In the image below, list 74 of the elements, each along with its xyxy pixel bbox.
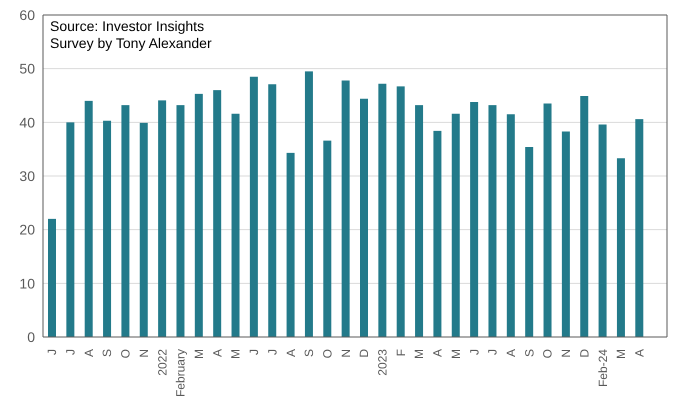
x-tick-label: O	[118, 349, 133, 358]
x-tick-label: A	[430, 349, 445, 358]
x-tick-label: M	[192, 349, 206, 359]
bar	[232, 114, 240, 337]
bar	[580, 96, 588, 337]
bar	[66, 122, 74, 337]
bar	[488, 105, 496, 337]
bar	[396, 86, 405, 337]
bar	[616, 158, 625, 337]
x-tick-label: S	[100, 349, 114, 358]
x-tick-label: February	[174, 349, 188, 398]
x-tick-label: J	[45, 349, 60, 355]
x-tick-label: 2022	[155, 348, 170, 376]
x-tick-label: M	[228, 349, 243, 359]
bar	[452, 114, 460, 337]
bar	[323, 140, 332, 337]
bar	[103, 120, 112, 337]
bar	[250, 76, 258, 337]
bar	[378, 84, 386, 337]
bar	[562, 131, 570, 337]
x-tick-label: Feb-24	[596, 348, 610, 388]
x-tick-label: D	[577, 348, 592, 358]
bar	[194, 94, 203, 337]
x-tick-label: N	[136, 349, 151, 358]
y-tick-label: 50	[19, 60, 36, 77]
bar	[158, 100, 166, 337]
y-tick-label: 20	[19, 222, 36, 238]
y-tick-label: 30	[19, 168, 36, 184]
bar	[525, 147, 534, 337]
bar	[268, 84, 276, 337]
x-tick-label: S	[302, 349, 316, 358]
x-tick-label: J	[265, 349, 280, 355]
x-tick-label: F	[394, 349, 408, 356]
bar	[286, 152, 295, 337]
bar	[84, 100, 93, 337]
bar	[176, 105, 184, 337]
bar	[121, 105, 130, 337]
bar	[213, 90, 222, 337]
y-tick-label: 0	[27, 328, 36, 345]
x-tick-label: O	[320, 349, 334, 358]
bar	[635, 119, 644, 337]
x-tick-label: A	[82, 349, 96, 358]
bar	[342, 80, 350, 337]
x-tick-label: J	[467, 349, 482, 355]
bar	[304, 71, 313, 337]
x-tick-label: D	[357, 348, 372, 358]
x-tick-label: M	[448, 349, 463, 359]
x-tick-label: A	[632, 349, 646, 358]
x-tick-label: O	[540, 349, 555, 358]
x-tick-label: M	[412, 349, 426, 359]
bar	[506, 114, 515, 337]
bar	[470, 102, 478, 337]
bar	[544, 104, 552, 337]
x-tick-label: J	[486, 349, 500, 355]
x-tick-label: N	[559, 349, 574, 358]
y-tick-label: 40	[19, 114, 36, 130]
x-tick-label: S	[522, 349, 536, 358]
bar	[415, 105, 424, 337]
x-tick-label: A	[210, 349, 224, 358]
x-tick-label: A	[284, 349, 298, 358]
x-tick-label: J	[247, 349, 262, 355]
y-tick-label: 10	[19, 275, 36, 292]
x-tick-label: 2023	[376, 348, 390, 376]
annotation: Source: Investor Insights Survey by Tony Alexander	[50, 18, 213, 52]
bar	[48, 218, 56, 337]
bar	[140, 122, 148, 337]
bar	[360, 98, 368, 337]
x-tick-label: A	[504, 349, 518, 358]
bar	[598, 124, 607, 337]
x-tick-label: J	[64, 349, 78, 355]
bar	[433, 130, 442, 337]
x-tick-label: N	[338, 349, 353, 358]
x-tick-label: M	[614, 349, 628, 359]
y-tick-label: 60	[19, 6, 36, 23]
